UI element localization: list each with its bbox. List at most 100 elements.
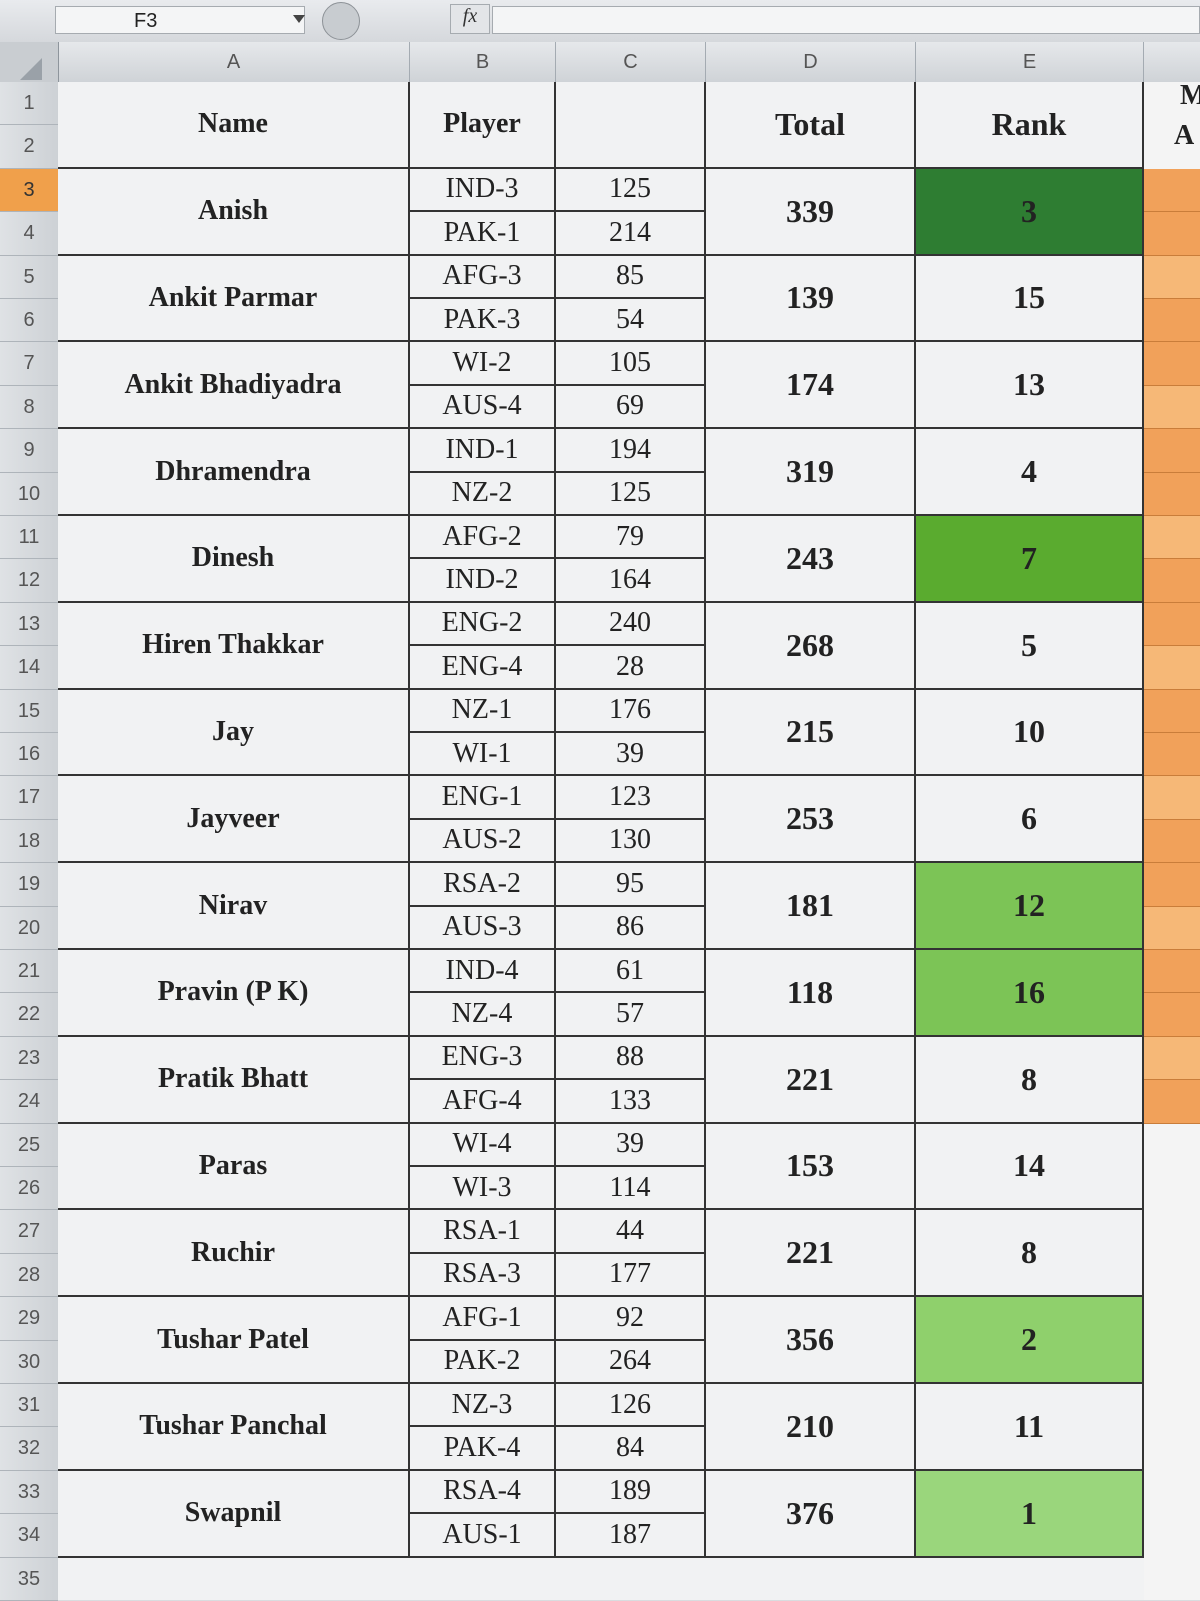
name-cell[interactable]: Dhramendra xyxy=(58,429,410,516)
score-cell[interactable]: 264 xyxy=(556,1340,706,1384)
player-cell[interactable]: IND-4 xyxy=(410,950,556,994)
player-cell[interactable]: AUS-3 xyxy=(410,906,556,950)
player-cell[interactable]: NZ-1 xyxy=(410,689,556,733)
score-cell[interactable]: 88 xyxy=(556,1036,706,1081)
score-cell[interactable]: 39 xyxy=(556,733,706,777)
player-cell[interactable]: IND-2 xyxy=(410,559,556,603)
rank-cell[interactable]: 4 xyxy=(916,429,1144,516)
total-cell[interactable]: 215 xyxy=(706,689,916,777)
row-header-9[interactable]: 9 xyxy=(0,429,58,473)
score-cell[interactable]: 189 xyxy=(556,1470,706,1515)
row-header-6[interactable]: 6 xyxy=(0,299,58,343)
player-cell[interactable]: RSA-3 xyxy=(410,1253,556,1298)
total-cell[interactable]: 376 xyxy=(706,1470,916,1558)
score-cell[interactable]: 28 xyxy=(556,646,706,690)
score-cell[interactable]: 187 xyxy=(556,1514,706,1558)
player-cell[interactable]: AFG-3 xyxy=(410,255,556,299)
player-cell[interactable]: RSA-2 xyxy=(410,863,556,907)
rank-cell[interactable]: 12 xyxy=(916,863,1144,950)
score-cell[interactable]: 194 xyxy=(556,429,706,473)
name-box[interactable]: F3 xyxy=(55,6,305,34)
score-cell[interactable]: 123 xyxy=(556,776,706,820)
row-header-22[interactable]: 22 xyxy=(0,993,58,1037)
name-cell[interactable]: Pravin (P K) xyxy=(58,950,410,1037)
player-cell[interactable]: NZ-4 xyxy=(410,993,556,1037)
column-f-cell[interactable] xyxy=(1144,255,1200,299)
name-cell[interactable]: Anish xyxy=(58,168,410,256)
column-f-cell[interactable] xyxy=(1144,516,1200,560)
row-header-12[interactable]: 12 xyxy=(0,559,58,603)
column-f-cell[interactable] xyxy=(1144,342,1200,386)
score-cell[interactable]: 79 xyxy=(556,516,706,560)
column-f-cell[interactable] xyxy=(1144,863,1200,907)
score-cell[interactable]: 61 xyxy=(556,950,706,994)
rank-cell[interactable]: 8 xyxy=(916,1036,1144,1124)
player-cell[interactable]: WI-2 xyxy=(410,342,556,386)
rank-cell[interactable]: 8 xyxy=(916,1210,1144,1298)
total-cell[interactable]: 174 xyxy=(706,342,916,430)
column-f-cell[interactable] xyxy=(1144,472,1200,516)
player-cell[interactable]: RSA-4 xyxy=(410,1470,556,1515)
row-header-16[interactable]: 16 xyxy=(0,733,58,777)
score-cell[interactable]: 126 xyxy=(556,1384,706,1428)
row-header-31[interactable]: 31 xyxy=(0,1384,58,1428)
row-header-28[interactable]: 28 xyxy=(0,1254,58,1298)
row-header-30[interactable]: 30 xyxy=(0,1341,58,1384)
rank-cell[interactable]: 14 xyxy=(916,1123,1144,1211)
player-cell[interactable]: PAK-3 xyxy=(410,299,556,343)
row-header-21[interactable]: 21 xyxy=(0,950,58,994)
header-score[interactable] xyxy=(556,82,706,169)
player-cell[interactable]: PAK-1 xyxy=(410,212,556,256)
column-f-cell[interactable] xyxy=(1144,168,1200,213)
player-cell[interactable]: IND-1 xyxy=(410,429,556,473)
player-cell[interactable]: NZ-3 xyxy=(410,1384,556,1428)
score-cell[interactable]: 57 xyxy=(556,993,706,1037)
score-cell[interactable]: 240 xyxy=(556,602,706,647)
row-header-14[interactable]: 14 xyxy=(0,646,58,690)
row-header-10[interactable]: 10 xyxy=(0,473,58,516)
column-f-cell[interactable] xyxy=(1144,385,1200,430)
row-header-15[interactable]: 15 xyxy=(0,690,58,733)
column-f-cell[interactable] xyxy=(1144,212,1200,256)
row-header-26[interactable]: 26 xyxy=(0,1167,58,1211)
row-header-19[interactable]: 19 xyxy=(0,863,58,907)
player-cell[interactable]: AFG-1 xyxy=(410,1297,556,1341)
total-cell[interactable]: 253 xyxy=(706,776,916,864)
score-cell[interactable]: 69 xyxy=(556,385,706,430)
rank-cell[interactable]: 16 xyxy=(916,950,1144,1037)
name-cell[interactable]: Ankit Bhadiyadra xyxy=(58,342,410,430)
rank-cell[interactable]: 6 xyxy=(916,776,1144,864)
player-cell[interactable]: WI-1 xyxy=(410,733,556,777)
rank-cell[interactable]: 7 xyxy=(916,516,1144,603)
row-header-32[interactable]: 32 xyxy=(0,1427,58,1471)
score-cell[interactable]: 214 xyxy=(556,212,706,256)
score-cell[interactable]: 114 xyxy=(556,1167,706,1211)
row-header-3[interactable]: 3 xyxy=(0,168,58,213)
row-header-24[interactable]: 24 xyxy=(0,1080,58,1124)
row-header-33[interactable]: 33 xyxy=(0,1471,58,1515)
rank-cell[interactable]: 11 xyxy=(916,1384,1144,1471)
total-cell[interactable]: 268 xyxy=(706,602,916,690)
player-cell[interactable]: NZ-2 xyxy=(410,472,556,516)
column-f-cell[interactable] xyxy=(1144,689,1200,733)
rank-cell[interactable]: 5 xyxy=(916,602,1144,690)
name-cell[interactable]: Dinesh xyxy=(58,516,410,603)
name-cell[interactable]: Tushar Panchal xyxy=(58,1384,410,1471)
rank-cell[interactable]: 1 xyxy=(916,1470,1144,1558)
name-cell[interactable]: Ruchir xyxy=(58,1210,410,1298)
column-f-cell[interactable] xyxy=(1144,993,1200,1037)
player-cell[interactable]: AUS-2 xyxy=(410,819,556,864)
row-header-17[interactable]: 17 xyxy=(0,776,58,820)
total-cell[interactable]: 221 xyxy=(706,1210,916,1298)
total-cell[interactable]: 181 xyxy=(706,863,916,950)
insert-function-icon[interactable]: fx xyxy=(450,4,490,34)
rank-cell[interactable]: 13 xyxy=(916,342,1144,430)
formula-input[interactable] xyxy=(492,6,1200,34)
name-cell[interactable]: Jayveer xyxy=(58,776,410,864)
column-header-b[interactable]: B xyxy=(410,42,556,82)
total-cell[interactable]: 243 xyxy=(706,516,916,603)
empty-row-35[interactable] xyxy=(58,1558,1144,1601)
row-header-29[interactable]: 29 xyxy=(0,1297,58,1341)
column-header-a[interactable]: A xyxy=(58,42,410,82)
row-header-1[interactable]: 1 xyxy=(0,82,58,126)
